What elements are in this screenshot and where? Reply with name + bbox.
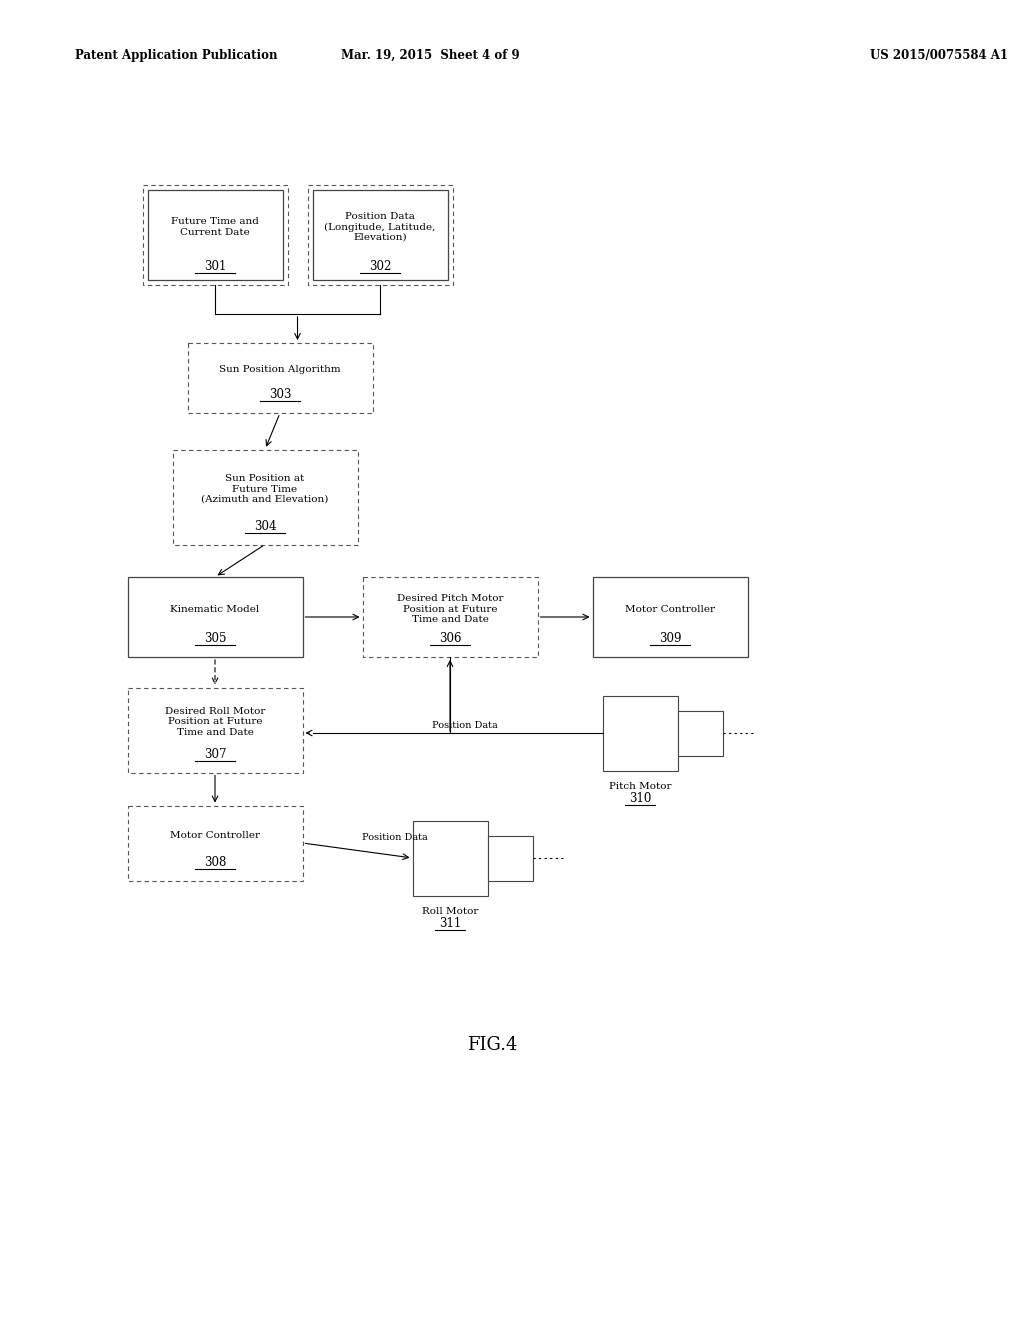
Text: Motor Controller: Motor Controller	[170, 830, 260, 840]
Text: 307: 307	[204, 748, 226, 762]
Text: Desired Pitch Motor
Position at Future
Time and Date: Desired Pitch Motor Position at Future T…	[396, 594, 503, 624]
Text: Sun Position at
Future Time
(Azimuth and Elevation): Sun Position at Future Time (Azimuth and…	[202, 474, 329, 504]
Bar	[602, 696, 678, 771]
Text: 302: 302	[369, 260, 391, 273]
Text: 306: 306	[438, 632, 461, 645]
Bar	[487, 836, 532, 880]
Bar	[413, 821, 487, 895]
Bar	[147, 190, 283, 280]
Text: 309: 309	[658, 632, 681, 645]
Text: US 2015/0075584 A1: US 2015/0075584 A1	[870, 49, 1008, 62]
Bar	[128, 688, 302, 772]
Bar	[128, 805, 302, 880]
Text: 304: 304	[254, 520, 276, 533]
Bar	[307, 185, 453, 285]
Bar	[142, 185, 288, 285]
Text: 311: 311	[439, 917, 461, 931]
Text: Roll Motor: Roll Motor	[422, 907, 478, 916]
Bar	[172, 450, 357, 544]
Text: 310: 310	[629, 792, 651, 805]
Text: 301: 301	[204, 260, 226, 273]
Text: 303: 303	[268, 388, 291, 401]
Bar	[593, 577, 748, 657]
Text: Position Data: Position Data	[432, 721, 498, 730]
Text: Position Data
(Longitude, Latitude,
Elevation): Position Data (Longitude, Latitude, Elev…	[325, 213, 435, 242]
Bar	[362, 577, 538, 657]
Text: Kinematic Model: Kinematic Model	[170, 605, 260, 614]
Bar	[128, 577, 302, 657]
Text: Desired Roll Motor
Position at Future
Time and Date: Desired Roll Motor Position at Future Ti…	[165, 708, 265, 737]
Text: Sun Position Algorithm: Sun Position Algorithm	[219, 366, 341, 375]
Text: Motor Controller: Motor Controller	[625, 605, 715, 614]
Text: Mar. 19, 2015  Sheet 4 of 9: Mar. 19, 2015 Sheet 4 of 9	[341, 49, 519, 62]
Bar	[187, 343, 373, 413]
Bar	[312, 190, 447, 280]
Text: 308: 308	[204, 855, 226, 869]
Text: Position Data: Position Data	[362, 833, 428, 842]
Text: 305: 305	[204, 632, 226, 645]
Bar	[678, 710, 723, 755]
Text: Future Time and
Current Date: Future Time and Current Date	[171, 218, 259, 236]
Text: FIG.4: FIG.4	[467, 1036, 517, 1053]
Text: Pitch Motor: Pitch Motor	[608, 781, 672, 791]
Text: Patent Application Publication: Patent Application Publication	[75, 49, 278, 62]
